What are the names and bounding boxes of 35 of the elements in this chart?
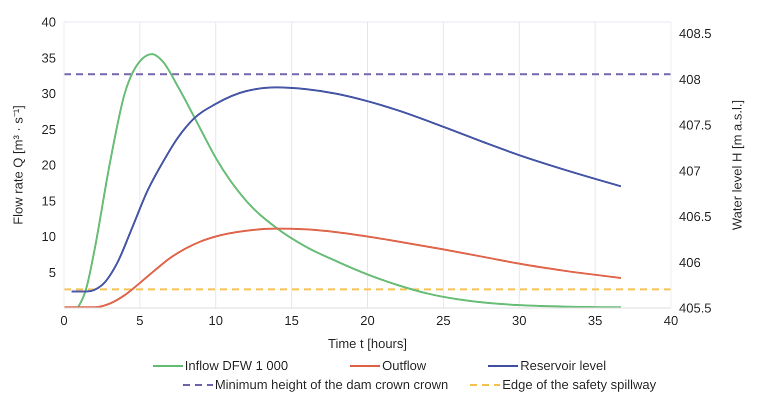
line-series	[70, 86, 622, 293]
y-tick-label: 15	[42, 193, 56, 208]
y-tick-label: 5	[48, 264, 56, 280]
x-tick-label: 35	[588, 313, 602, 328]
y2-tick-label: 405.5	[679, 300, 712, 316]
y-tick-label: 30	[42, 86, 56, 102]
x-tick-label: 20	[360, 313, 375, 328]
legend-label: Minimum height of the dam crown crown	[214, 377, 448, 392]
y2-tick-label: 407	[679, 163, 701, 178]
y2-axis-title: Water level H [m a.s.l.]	[730, 100, 745, 230]
legend-label: Outflow	[381, 358, 426, 373]
x-tick-label: 15	[284, 313, 299, 328]
x-tick-label: 40	[664, 313, 678, 328]
y-tick-label: 20	[42, 158, 56, 173]
x-tick-label: 30	[512, 313, 526, 328]
legend-label: Inflow DFW 1 000	[184, 358, 288, 373]
y2-tick-label: 406	[679, 254, 701, 270]
legend-label: Edge of the safety spillway	[501, 377, 656, 392]
x-tick-label: 5	[136, 313, 144, 328]
y-tick-label: 35	[42, 50, 56, 66]
x-tick-label: 10	[208, 313, 223, 328]
y2-tick-label: 406.5	[679, 209, 712, 224]
y2-tick-label: 407.5	[679, 118, 712, 133]
y2-tick-label: 408	[679, 72, 701, 87]
y2-tick-label: 408.5	[679, 26, 712, 42]
y-tick-label: 25	[42, 122, 56, 137]
line-series	[76, 53, 622, 308]
line-series	[64, 228, 622, 308]
y-axis-title: Flow rate Q [m³ · s⁻¹]	[10, 105, 26, 225]
x-axis-title: Time t [hours]	[328, 336, 407, 351]
y-tick-label: 10	[42, 229, 56, 244]
x-tick-label: 0	[60, 313, 68, 328]
y-tick-label: 40	[42, 14, 56, 30]
legend-label: Reservoir level	[519, 358, 606, 373]
x-tick-label: 25	[436, 313, 451, 328]
